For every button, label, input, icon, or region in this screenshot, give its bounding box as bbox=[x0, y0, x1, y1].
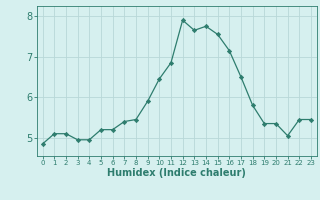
X-axis label: Humidex (Indice chaleur): Humidex (Indice chaleur) bbox=[108, 168, 246, 178]
